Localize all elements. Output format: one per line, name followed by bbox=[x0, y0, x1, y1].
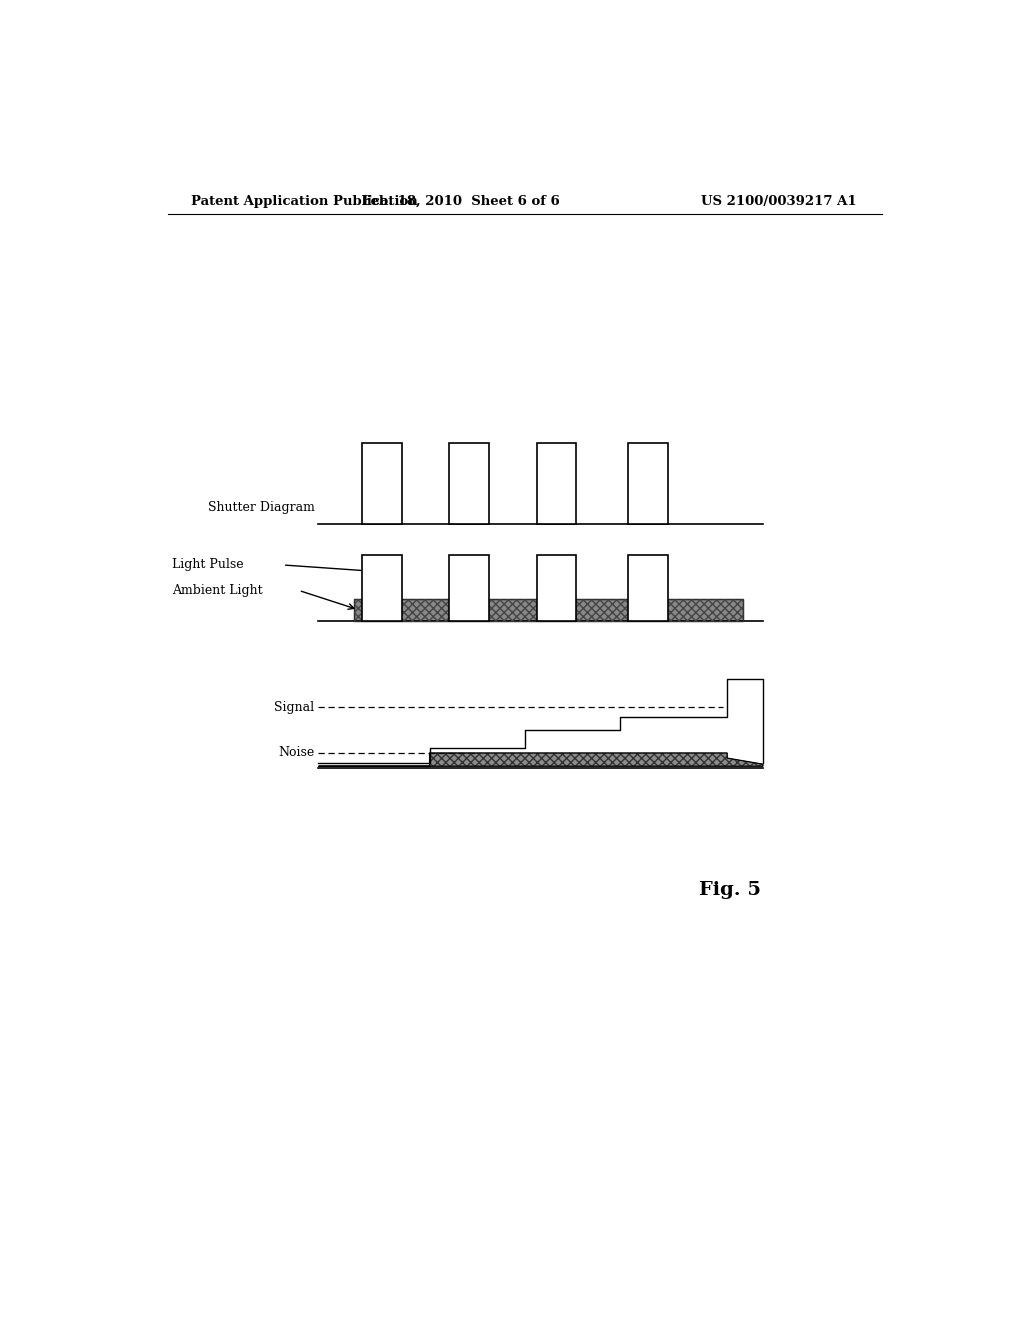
Text: Signal: Signal bbox=[274, 701, 314, 714]
Bar bbox=[354, 598, 743, 620]
Text: Patent Application Publication: Patent Application Publication bbox=[191, 194, 418, 207]
Bar bbox=[450, 554, 489, 620]
Text: Feb. 18, 2010  Sheet 6 of 6: Feb. 18, 2010 Sheet 6 of 6 bbox=[362, 194, 560, 207]
Bar bbox=[537, 444, 577, 524]
Bar bbox=[628, 554, 668, 620]
Bar bbox=[362, 554, 401, 620]
Polygon shape bbox=[318, 752, 763, 766]
Text: Fig. 5: Fig. 5 bbox=[699, 882, 762, 899]
Bar bbox=[537, 554, 577, 620]
Text: US 2100/0039217 A1: US 2100/0039217 A1 bbox=[701, 194, 856, 207]
Text: Light Pulse: Light Pulse bbox=[172, 558, 244, 572]
Bar bbox=[450, 444, 489, 524]
Text: Noise: Noise bbox=[279, 747, 314, 759]
Bar bbox=[362, 444, 401, 524]
Bar bbox=[354, 598, 743, 620]
Text: Ambient Light: Ambient Light bbox=[172, 583, 262, 597]
Bar bbox=[628, 444, 668, 524]
Text: Shutter Diagram: Shutter Diagram bbox=[208, 502, 314, 515]
